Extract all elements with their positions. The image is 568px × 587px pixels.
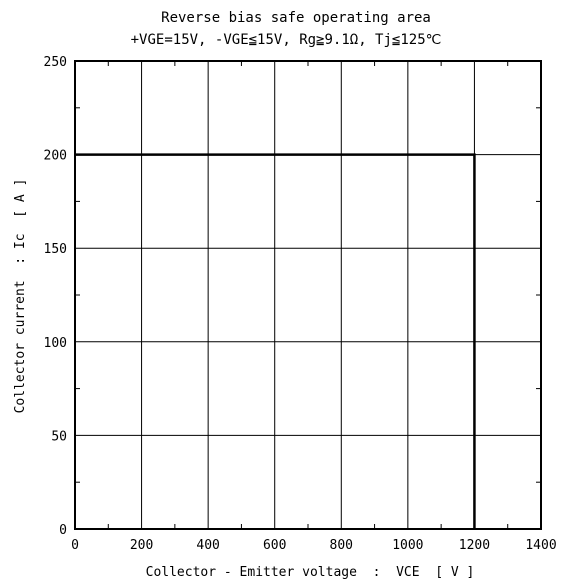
y-axis-label: Collector current : Ic [ A ] xyxy=(13,179,28,414)
y-tick-label-250: 250 xyxy=(44,55,67,70)
series-layer xyxy=(75,153,476,529)
y-tick-label-50: 50 xyxy=(51,429,67,444)
x-axis-label: Collector - Emitter voltage : VCE [ V ] xyxy=(146,565,475,580)
y-tick-label-150: 150 xyxy=(44,242,67,257)
chart-subtitle: +VGE=15V, -VGE≦15V, Rg≧9.1Ω, Tj≦125℃ xyxy=(131,32,442,48)
grid-layer xyxy=(75,61,541,529)
y-tick-label-100: 100 xyxy=(44,336,67,351)
chart-title: Reverse bias safe operating area xyxy=(161,10,431,26)
plot-frame xyxy=(74,60,542,530)
y-tick-label-0: 0 xyxy=(59,523,67,538)
y-tick-label-200: 200 xyxy=(44,149,67,164)
x-tick-label-1400: 1400 xyxy=(525,538,556,553)
x-tick-label-0: 0 xyxy=(71,538,79,553)
x-tick-label-1000: 1000 xyxy=(392,538,423,553)
x-tick-label-400: 400 xyxy=(196,538,219,553)
x-tick-label-600: 600 xyxy=(263,538,286,553)
x-tick-label-1200: 1200 xyxy=(459,538,490,553)
x-tick-label-200: 200 xyxy=(130,538,153,553)
y-tick-labels: 0 50 100 150 200 250 xyxy=(44,55,67,538)
tick-layer xyxy=(75,61,541,529)
x-tick-labels: 0 200 400 600 800 1000 1200 1400 xyxy=(71,538,557,553)
x-tick-label-800: 800 xyxy=(330,538,353,553)
rbsoa-boundary-line-0 xyxy=(75,153,476,529)
